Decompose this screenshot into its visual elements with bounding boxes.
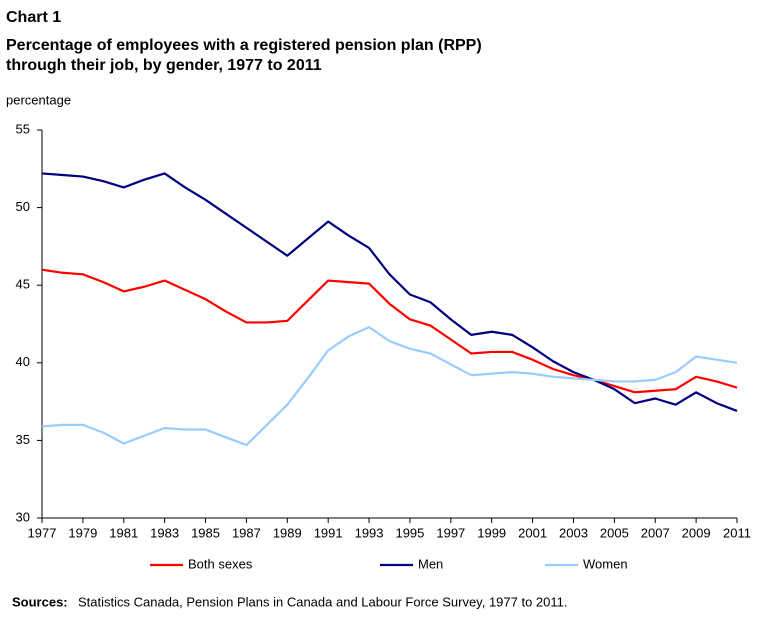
legend-label: Both sexes [188, 556, 253, 571]
y-tick-label: 35 [16, 432, 30, 447]
x-tick-label: 1983 [150, 525, 179, 540]
y-tick-label: 45 [16, 277, 30, 292]
source-label: Sources: [12, 594, 68, 609]
source-text: Statistics Canada, Pension Plans in Cana… [78, 594, 568, 609]
x-tick-label: 1993 [355, 525, 384, 540]
x-tick-label: 1989 [273, 525, 302, 540]
x-tick-label: 1995 [395, 525, 424, 540]
x-tick-label: 2005 [600, 525, 629, 540]
chart-subtitle: through their job, by gender, 1977 to 20… [6, 57, 322, 74]
legend-label: Women [583, 556, 628, 571]
y-axis-label: percentage [6, 92, 71, 107]
x-tick-label: 2003 [559, 525, 588, 540]
y-tick-label: 40 [16, 354, 30, 369]
y-tick-label: 50 [16, 199, 30, 214]
x-tick-label: 1987 [232, 525, 261, 540]
legend-label: Men [418, 556, 443, 571]
x-tick-label: 2009 [682, 525, 711, 540]
x-tick-label: 2007 [641, 525, 670, 540]
x-tick-label: 1979 [68, 525, 97, 540]
x-tick-label: 2011 [723, 525, 751, 540]
x-tick-label: 2001 [518, 525, 547, 540]
series-line [41, 172, 738, 412]
y-tick-label: 30 [16, 509, 30, 524]
x-tick-label: 1991 [314, 525, 343, 540]
series-line [41, 326, 738, 447]
x-tick-label: 1977 [28, 525, 57, 540]
x-tick-label: 1985 [191, 525, 220, 540]
chart-title: Chart 1 [6, 9, 61, 26]
y-tick-label: 55 [16, 121, 30, 136]
chart-subtitle: Percentage of employees with a registere… [6, 37, 482, 54]
x-tick-label: 1997 [436, 525, 465, 540]
x-tick-label: 1981 [109, 525, 138, 540]
series-line [41, 268, 738, 394]
x-tick-label: 1999 [477, 525, 506, 540]
